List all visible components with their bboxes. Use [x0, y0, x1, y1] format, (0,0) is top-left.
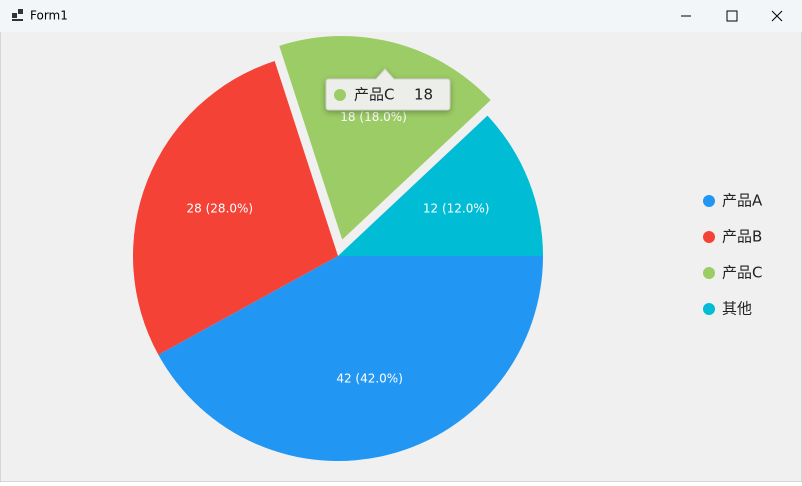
tooltip-marker	[334, 89, 346, 101]
pie-slice	[133, 61, 338, 355]
close-button[interactable]	[771, 10, 783, 22]
chart: 42 (42.0%) 28 (28.0%) 18 (18.0%) 12 (12.0%)…	[133, 35, 763, 461]
pie-slice	[338, 115, 543, 256]
maximize-button[interactable]	[726, 10, 738, 22]
tooltip-value: 18	[414, 86, 433, 104]
legend-marker	[703, 195, 715, 207]
data-label: 12 (12.0%)	[423, 202, 490, 216]
legend-label: 其他	[722, 300, 752, 318]
data-label: 42 (42.0%)	[336, 372, 403, 386]
pie-slice	[158, 256, 544, 461]
tooltip-category: 产品C	[354, 86, 394, 104]
legend-marker	[703, 231, 715, 243]
app-icon	[12, 9, 23, 21]
data-label: 28 (28.0%)	[187, 202, 254, 216]
window-title: Form1	[30, 9, 68, 23]
legend-label: 产品B	[722, 228, 762, 246]
tooltip: 产品C 18	[325, 68, 451, 111]
legend-marker	[703, 267, 715, 279]
data-label: 18 (18.0%)	[340, 110, 407, 124]
legend-marker	[703, 303, 715, 315]
tooltip-box	[325, 68, 451, 111]
legend-label: 产品A	[722, 192, 763, 210]
legend-label: 产品C	[722, 264, 762, 282]
title-bar	[0, 0, 802, 32]
